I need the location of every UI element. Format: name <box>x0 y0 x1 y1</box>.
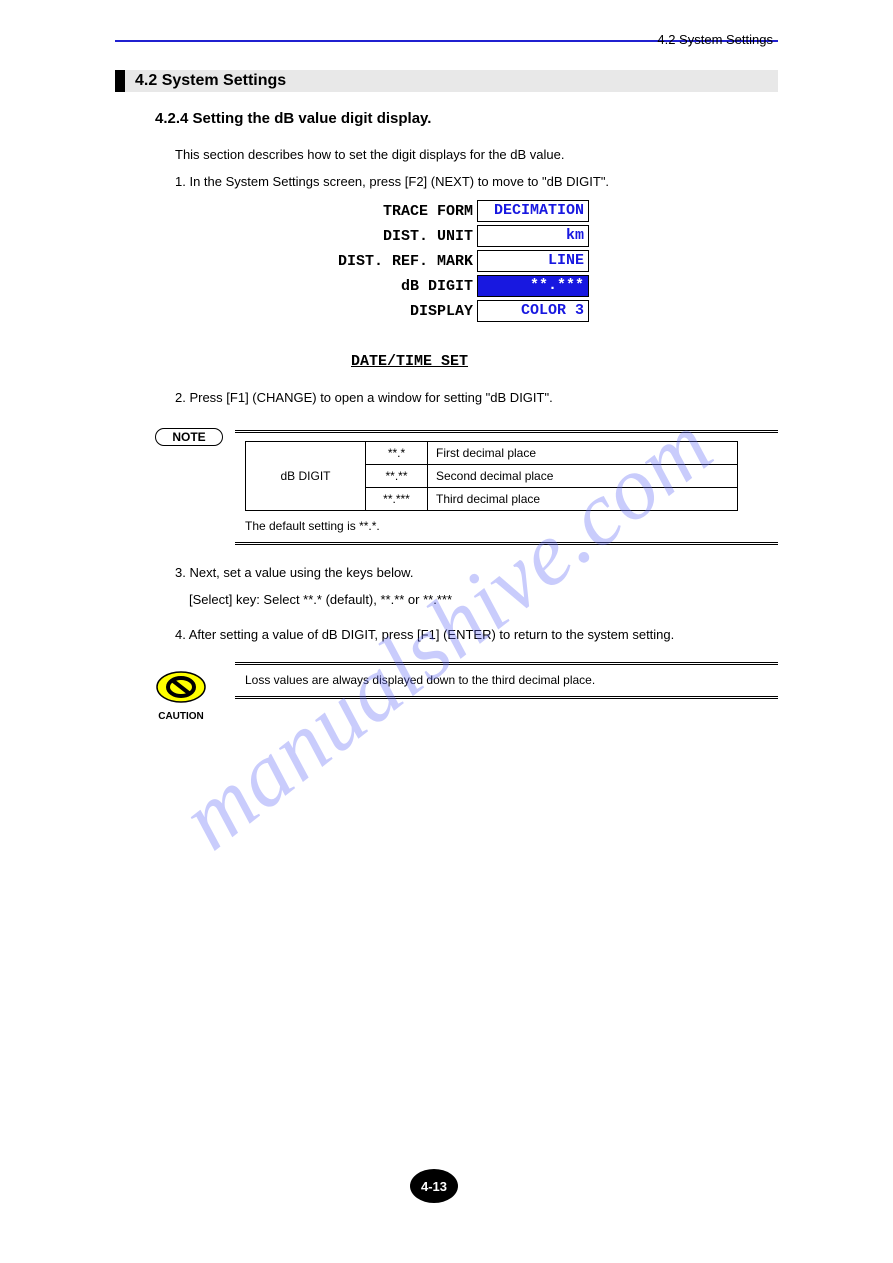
settings-value-selected[interactable]: **.*** <box>477 275 589 297</box>
table-cell: Third decimal place <box>428 488 738 511</box>
datetime-row: DATE/TIME SET <box>335 353 778 370</box>
caution-label: CAUTION <box>155 711 207 722</box>
subsection-title: 4.2.4 Setting the dB value digit display… <box>115 110 778 127</box>
settings-row-display: DISPLAY COLOR 3 <box>335 299 778 323</box>
settings-label: DIST. UNIT <box>335 228 477 245</box>
table-cell: **.* <box>366 442 428 465</box>
settings-value[interactable]: DECIMATION <box>477 200 589 222</box>
section-title-bar: 4.2 System Settings <box>115 70 778 92</box>
settings-row-dist-unit: DIST. UNIT km <box>335 224 778 248</box>
note-text: The default setting is **.*. <box>245 519 778 533</box>
note-block: NOTE dB DIGIT **.* First decimal place *… <box>115 430 778 545</box>
step-4: 4. After setting a value of dB DIGIT, pr… <box>115 627 778 642</box>
settings-label: DIST. REF. MARK <box>335 253 477 270</box>
intro-text: This section describes how to set the di… <box>115 147 778 162</box>
datetime-label[interactable]: DATE/TIME SET <box>335 353 468 370</box>
step-1: 1. In the System Settings screen, press … <box>115 174 778 189</box>
note-pill: NOTE <box>155 428 223 446</box>
page-container: 4.2 System Settings 4.2 System Settings … <box>0 0 893 739</box>
settings-value[interactable]: COLOR 3 <box>477 300 589 322</box>
table-cell: **.*** <box>366 488 428 511</box>
settings-value[interactable]: LINE <box>477 250 589 272</box>
settings-value[interactable]: km <box>477 225 589 247</box>
caution-icon-wrap: CAUTION <box>155 670 207 722</box>
caution-text: Loss values are always displayed down to… <box>245 673 778 687</box>
step-2: 2. Press [F1] (CHANGE) to open a window … <box>115 390 778 405</box>
step-3-select: [Select] key: Select **.* (default), **.… <box>115 592 778 607</box>
table-row: dB DIGIT **.* First decimal place <box>246 442 738 465</box>
caution-top-divider <box>235 662 778 665</box>
settings-panel: TRACE FORM DECIMATION DIST. UNIT km DIST… <box>335 199 778 370</box>
prohibit-icon <box>155 670 207 704</box>
settings-row-trace-form: TRACE FORM DECIMATION <box>335 199 778 223</box>
page-number-badge: 4-13 <box>410 1169 458 1203</box>
settings-label: TRACE FORM <box>335 203 477 220</box>
settings-row-db-digit: dB DIGIT **.*** <box>335 274 778 298</box>
section-title: 4.2 System Settings <box>135 72 286 90</box>
note-top-divider <box>235 430 778 433</box>
table-cell: First decimal place <box>428 442 738 465</box>
table-cell-label: dB DIGIT <box>246 442 366 511</box>
table-cell: **.** <box>366 465 428 488</box>
settings-label: DISPLAY <box>335 303 477 320</box>
caution-bottom-divider <box>235 695 778 699</box>
note-bottom-divider <box>235 541 778 545</box>
caution-block: CAUTION Loss values are always displayed… <box>115 662 778 699</box>
step-3: 3. Next, set a value using the keys belo… <box>115 565 778 580</box>
page-header-title: 4.2 System Settings <box>657 32 773 47</box>
table-cell: Second decimal place <box>428 465 738 488</box>
settings-row-dist-ref-mark: DIST. REF. MARK LINE <box>335 249 778 273</box>
note-table: dB DIGIT **.* First decimal place **.** … <box>245 441 738 511</box>
settings-label: dB DIGIT <box>335 278 477 295</box>
